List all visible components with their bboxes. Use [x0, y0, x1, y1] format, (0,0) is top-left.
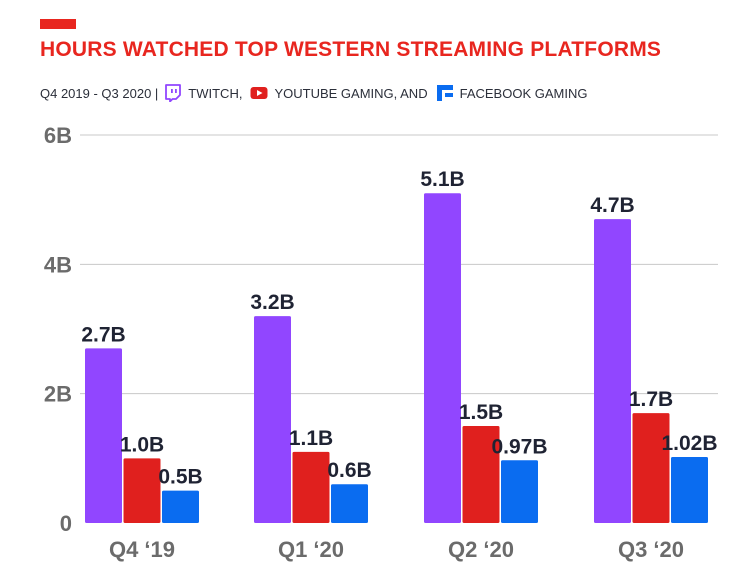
bar [162, 490, 199, 523]
x-tick-label: Q1 ‘20 [278, 537, 344, 562]
data-label: 1.02B [661, 432, 717, 455]
legend-facebook-label: FACEBOOK GAMING [459, 85, 588, 101]
data-label: 4.7B [590, 194, 634, 217]
data-label: 0.5B [158, 466, 202, 489]
twitch-icon [164, 84, 182, 102]
bar [331, 484, 368, 523]
period-label: Q4 2019 - Q3 2020 | [40, 85, 159, 101]
bar [671, 457, 708, 523]
x-tick-label: Q2 ‘20 [448, 537, 514, 562]
accent-bar [40, 19, 76, 29]
youtube-icon [250, 84, 268, 102]
data-label: 0.6B [327, 459, 371, 482]
data-label: 1.7B [629, 388, 673, 411]
data-label: 0.97B [491, 435, 547, 458]
chart-title: HOURS WATCHED TOP WESTERN STREAMING PLAT… [40, 38, 662, 61]
bar [632, 413, 670, 523]
bar [85, 348, 122, 523]
data-label: 1.5B [459, 401, 503, 424]
data-label: 2.7B [81, 323, 125, 346]
y-tick-label: 4B [44, 252, 72, 277]
bar [292, 451, 330, 523]
x-tick-label: Q4 ‘19 [109, 537, 175, 562]
y-tick-label: 2B [44, 382, 72, 407]
data-label: 5.1B [420, 168, 464, 191]
legend-youtube-label: YOUTUBE GAMING, AND [274, 85, 428, 101]
legend-twitch-label: TWITCH, [188, 85, 243, 101]
chart-subtitle: Q4 2019 - Q3 2020 | TWITCH, YOUTUBE GAMI… [40, 82, 595, 104]
y-tick-label: 0 [60, 511, 72, 536]
data-label: 1.1B [289, 427, 333, 450]
bar [123, 458, 161, 523]
bar [594, 219, 631, 524]
data-label: 1.0B [120, 433, 164, 456]
data-label: 3.2B [250, 291, 294, 314]
x-tick-label: Q3 ‘20 [618, 537, 684, 562]
bar [254, 316, 291, 523]
bar [424, 193, 461, 523]
bar [462, 426, 500, 523]
y-tick-label: 6B [44, 123, 72, 148]
facebook-gaming-icon [436, 84, 454, 102]
bar [501, 460, 538, 523]
